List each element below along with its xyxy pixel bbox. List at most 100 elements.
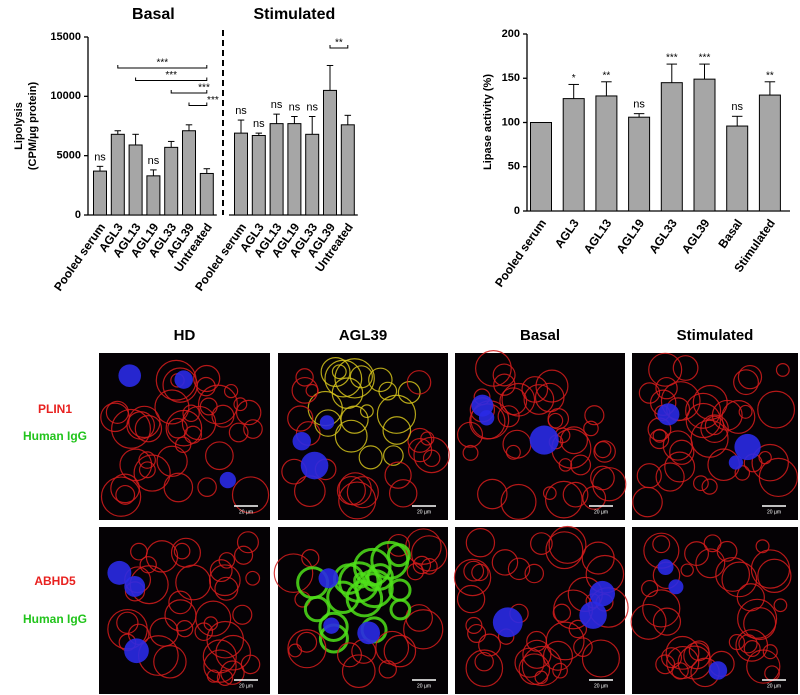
cell-membrane xyxy=(493,373,516,396)
cell-membrane xyxy=(378,381,398,401)
cell-membrane xyxy=(584,405,605,426)
y-tick-label: 200 xyxy=(502,28,520,40)
nucleus xyxy=(589,580,616,607)
cell-membrane xyxy=(287,405,314,432)
cell-membrane xyxy=(547,407,570,430)
cell-membrane xyxy=(130,542,148,561)
stain-label: ABHD5 xyxy=(34,574,76,588)
bar xyxy=(530,122,552,212)
column-header: HD xyxy=(174,327,196,344)
cell-membrane xyxy=(666,645,700,680)
cell-membrane xyxy=(273,553,314,593)
cell-membrane xyxy=(743,639,761,657)
nucleus xyxy=(478,410,495,426)
cell-membrane xyxy=(331,364,347,380)
cell-membrane xyxy=(467,623,487,643)
cell-membrane xyxy=(228,422,249,443)
cell-membrane xyxy=(746,649,781,684)
scale-bar-label: 20 µm xyxy=(417,509,431,515)
cell-membrane xyxy=(491,549,519,576)
cell-membrane xyxy=(750,549,791,589)
cell-membrane xyxy=(206,620,245,659)
cell-membrane xyxy=(162,367,198,403)
bar xyxy=(93,170,107,216)
group-title: Stimulated xyxy=(254,6,336,23)
cell-membrane xyxy=(387,533,411,557)
cell-membrane xyxy=(232,604,253,625)
scale-bar-label: 20 µm xyxy=(239,509,253,515)
cell-membrane xyxy=(182,404,200,423)
cell-membrane xyxy=(116,611,139,634)
cell-membrane xyxy=(119,448,153,482)
cell-membrane xyxy=(581,639,620,678)
cell-membrane xyxy=(522,639,552,669)
cell-membrane xyxy=(359,404,374,419)
x-tick-label: Basal xyxy=(715,217,745,251)
significance-label: ns xyxy=(306,101,318,113)
cell-membrane xyxy=(737,598,778,639)
cell-membrane xyxy=(568,619,588,639)
cell-membrane xyxy=(389,598,412,621)
cell-membrane xyxy=(412,555,432,575)
x-tick-label: Pooled serum xyxy=(492,217,549,290)
bar xyxy=(758,94,781,212)
comparison-label: *** xyxy=(165,70,177,81)
cell-membrane xyxy=(638,382,661,404)
cell-membrane xyxy=(407,437,433,463)
cell-membrane xyxy=(592,467,627,502)
cell-membrane xyxy=(704,415,725,436)
significance-label: ns xyxy=(148,155,160,167)
y-axis-label-line: (CPM/µg protein) xyxy=(27,82,39,171)
bar xyxy=(287,123,302,216)
cell-membrane xyxy=(303,595,331,623)
cell-membrane xyxy=(163,472,194,503)
comparison-bracket xyxy=(170,90,208,94)
cell-membrane xyxy=(471,563,489,582)
cell-membrane xyxy=(320,357,351,388)
bar xyxy=(234,132,248,216)
y-tick-label: 100 xyxy=(502,116,520,128)
cell-membrane xyxy=(662,430,693,461)
significance-label: ns xyxy=(731,101,743,113)
y-axis-label: Lipase activity (%) xyxy=(482,74,494,170)
cell-membrane xyxy=(535,369,569,403)
cell-membrane xyxy=(652,535,671,554)
nucleus xyxy=(319,415,335,430)
y-tick-label: 0 xyxy=(514,205,520,217)
cell-membrane xyxy=(193,364,221,393)
counterstain-label: Human IgG xyxy=(23,429,87,443)
cell-membrane xyxy=(407,427,433,453)
cell-membrane xyxy=(545,531,584,570)
cell-membrane xyxy=(220,660,245,685)
cell-membrane xyxy=(205,441,234,471)
significance-label: ** xyxy=(766,70,774,81)
cell-membrane xyxy=(197,384,238,425)
cell-membrane xyxy=(170,537,202,568)
cell-membrane xyxy=(318,611,349,642)
cell-membrane xyxy=(215,634,251,671)
bar xyxy=(128,144,143,216)
cell-membrane xyxy=(523,384,555,415)
cell-membrane xyxy=(165,409,203,447)
cell-membrane xyxy=(672,355,699,381)
cell-membrane xyxy=(234,545,254,565)
counterstain-label: Human IgG xyxy=(23,612,87,626)
comparison-bracket xyxy=(135,77,208,81)
cell-membrane xyxy=(465,528,496,558)
cell-membrane xyxy=(685,402,721,439)
nucleus xyxy=(107,560,132,585)
bar xyxy=(595,95,618,212)
cell-membrane xyxy=(507,557,531,581)
cell-membrane xyxy=(665,635,700,670)
nucleus xyxy=(492,607,523,638)
cell-membrane xyxy=(734,465,751,481)
significance-label: *** xyxy=(699,53,711,64)
cell-membrane xyxy=(733,369,759,396)
cell-membrane xyxy=(562,481,589,508)
y-tick-label: 10000 xyxy=(50,90,81,102)
bar xyxy=(693,78,716,212)
cell-membrane xyxy=(233,397,248,412)
scale-bar-label: 20 µm xyxy=(594,683,608,689)
y-tick-label: 150 xyxy=(502,72,520,84)
cell-membrane xyxy=(331,377,364,410)
